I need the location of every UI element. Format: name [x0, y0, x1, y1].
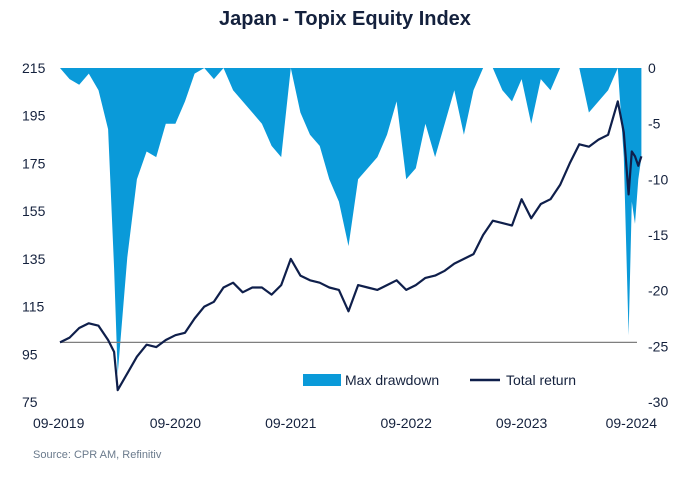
left-tick-label: 155: [22, 203, 46, 219]
x-tick-label: 09-2024: [606, 415, 658, 431]
right-tick-label: -5: [648, 116, 661, 132]
legend-label-total-return: Total return: [506, 372, 576, 388]
x-tick-label: 09-2021: [265, 415, 317, 431]
x-tick-label: 09-2019: [33, 415, 85, 431]
right-tick-label: 0: [648, 60, 656, 76]
plot-area: [59, 68, 643, 392]
right-tick-label: -30: [648, 394, 668, 410]
left-tick-label: 75: [22, 394, 38, 410]
right-tick-label: -10: [648, 171, 668, 187]
x-axis-ticks: 09-2019 09-2020 09-2021 09-2022 09-2023 09-20…: [33, 415, 657, 431]
left-tick-label: 195: [22, 108, 46, 124]
source-note: Source: CPR AM, Refinitiv: [33, 449, 162, 461]
x-tick-label: 09-2020: [150, 415, 202, 431]
x-tick-label: 09-2022: [381, 415, 433, 431]
right-tick-label: -20: [648, 283, 668, 299]
left-tick-label: 215: [22, 60, 46, 76]
legend-label-drawdown: Max drawdown: [345, 372, 439, 388]
left-tick-label: 115: [22, 299, 45, 315]
total-return-line: [59, 100, 643, 392]
drawdown-area: [60, 68, 642, 375]
legend: Max drawdown Total return: [303, 372, 576, 388]
right-tick-label: -15: [648, 227, 668, 243]
left-tick-label: 135: [22, 251, 46, 267]
right-axis-ticks: 0 -5 -10 -15 -20 -25 -30: [648, 60, 668, 410]
legend-swatch-drawdown: [303, 374, 341, 386]
left-tick-label: 95: [22, 346, 38, 362]
chart-title: Japan - Topix Equity Index: [219, 8, 471, 30]
left-axis-ticks: 215 195 175 155 135 115 95 75: [22, 60, 46, 410]
x-tick-label: 09-2023: [496, 415, 548, 431]
right-tick-label: -25: [648, 338, 668, 354]
left-tick-label: 175: [22, 155, 46, 171]
